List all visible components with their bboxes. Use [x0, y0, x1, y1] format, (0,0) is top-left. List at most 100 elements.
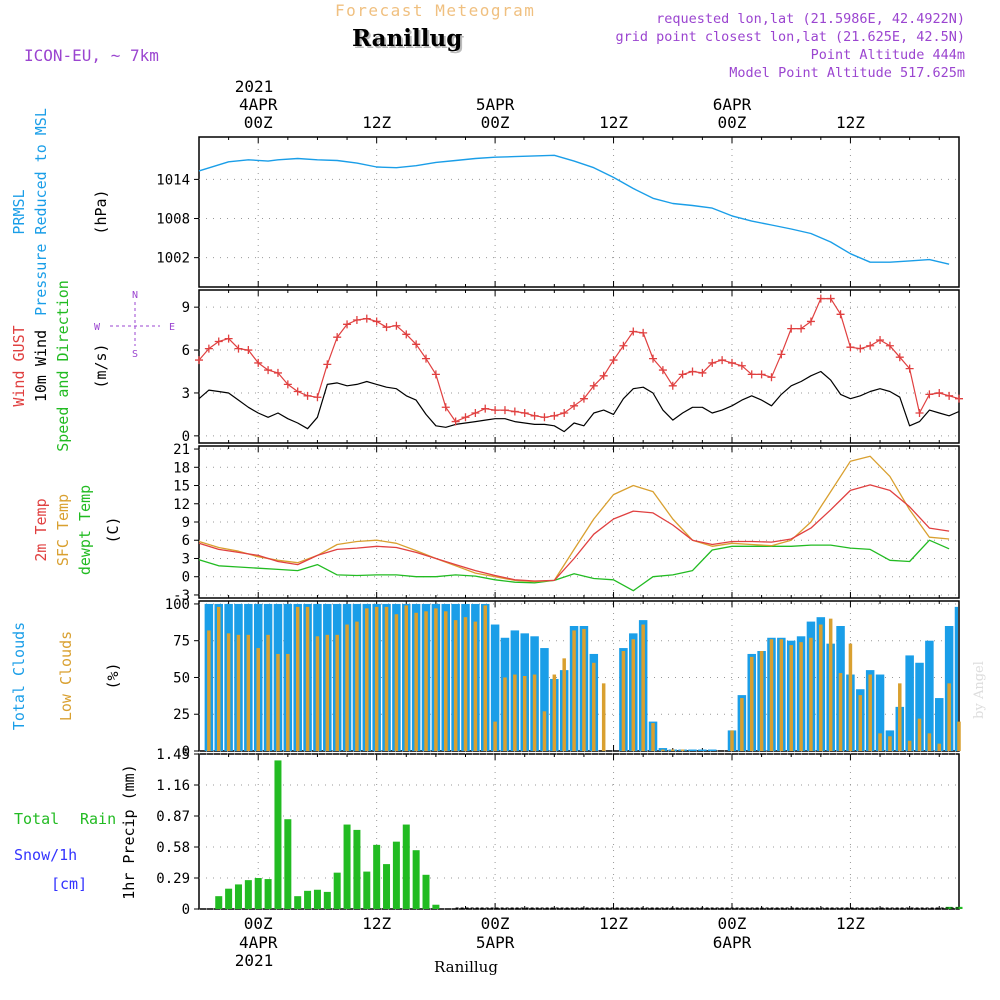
total-cloud-bar: [490, 624, 500, 751]
low-cloud-bar: [799, 642, 803, 751]
precip-panel-frame: [198, 753, 960, 910]
wind-gust-marker: [214, 337, 223, 346]
pressure-panel-frame: [198, 136, 960, 288]
low-cloud-bar: [888, 736, 892, 751]
wind-gust-marker: [935, 388, 944, 397]
wind-ytick-label: 0: [182, 429, 190, 445]
wind-gust-marker: [826, 294, 835, 303]
temp-ytick-label: 6: [182, 533, 190, 549]
low-cloud-bar: [374, 606, 379, 751]
low-cloud-bar: [305, 606, 310, 751]
wind-gust-marker: [698, 368, 707, 377]
top-date-label: 6APR: [713, 95, 752, 114]
low-cloud-bar: [266, 634, 270, 751]
low-cloud-bar: [345, 624, 349, 751]
wind-label-gust: Wind GUST: [10, 325, 28, 406]
low-cloud-bar: [572, 630, 576, 751]
bottom-date-label: 4APR: [239, 933, 278, 952]
wind-gust-marker: [333, 333, 342, 342]
wind-ytick-label: 9: [182, 300, 190, 316]
low-cloud-bar: [236, 634, 241, 751]
low-cloud-bar: [503, 677, 507, 751]
rain-bar: [363, 871, 371, 909]
low-cloud-bar: [513, 674, 517, 751]
rain-bar: [422, 874, 430, 909]
wind-gust-marker: [836, 310, 845, 319]
wind-gust-marker: [589, 381, 598, 390]
top-hour-label: 12Z: [599, 113, 628, 132]
wind-ytick-label: 3: [182, 386, 190, 402]
low-cloud-bar: [868, 674, 872, 751]
wind-gust-marker: [303, 391, 312, 400]
rain-bar: [313, 889, 321, 909]
wind-gust-marker: [323, 360, 332, 369]
requested-coords: requested lon,lat (21.5986E, 42.4922N): [656, 11, 965, 27]
top-hour-label: 00Z: [244, 113, 273, 132]
precip-ytick-label: 1.45: [156, 747, 190, 763]
temp-label-dewpt: dewpt Temp: [76, 485, 94, 575]
low-cloud-bar: [937, 743, 942, 751]
rain-bar: [284, 819, 292, 909]
bottom-year-label: 2021: [235, 951, 274, 970]
wind-label-10m: 10m Wind: [32, 330, 50, 402]
precip-ytick-label: 0.58: [156, 840, 190, 856]
wind-gust-marker: [382, 323, 391, 332]
location-title: Ranillug: [352, 25, 462, 52]
compass-w: W: [94, 322, 101, 333]
low-cloud-bar: [256, 648, 260, 751]
precip-label-rain: Rain: [80, 810, 116, 828]
wind-gust-marker: [224, 334, 233, 343]
wind-gust-marker: [727, 358, 736, 367]
wind-gust-marker: [372, 317, 381, 326]
low-cloud-bar: [947, 683, 951, 751]
wind-gust-marker: [777, 350, 786, 359]
clouds-ytick-label: 75: [173, 634, 190, 650]
low-cloud-bar: [493, 721, 497, 751]
low-cloud-bar: [473, 621, 478, 751]
low-cloud-bar: [661, 749, 665, 751]
rain-bar: [254, 878, 262, 909]
wind-gust-marker: [283, 380, 292, 389]
wind-gust-marker: [540, 413, 549, 422]
wind-gust-marker: [560, 408, 569, 417]
low-cloud-bar: [315, 636, 320, 751]
top-date-label: 5APR: [476, 95, 515, 114]
low-cloud-bar: [779, 639, 784, 751]
total-cloud-bar: [925, 640, 934, 751]
low-cloud-bar: [325, 634, 330, 751]
bottom-hour-label: 12Z: [362, 914, 391, 933]
top-year-label: 2021: [235, 77, 274, 96]
wind-gust-marker: [629, 327, 638, 336]
bottom-hour-label: 12Z: [836, 914, 865, 933]
credit-text: by Angel: [972, 661, 987, 719]
pressure-ytick-label: 1008: [156, 212, 190, 228]
low-cloud-bar: [730, 730, 734, 751]
wind-gust-marker: [520, 408, 529, 417]
wind-gust-marker: [688, 367, 697, 376]
temp-line-0: [198, 484, 950, 582]
wind-gust-marker: [264, 366, 273, 375]
low-cloud-bar: [907, 740, 912, 751]
wind-gust-marker: [856, 344, 865, 353]
rain-bar: [343, 824, 351, 909]
wind-unit: (m/s): [92, 343, 110, 388]
wind-gust-marker: [945, 391, 954, 400]
low-cloud-bar: [680, 749, 685, 751]
temp-ytick-label: 15: [173, 479, 190, 495]
low-cloud-bar: [631, 639, 636, 751]
low-cloud-bar: [453, 620, 458, 751]
wind-gust-marker: [451, 417, 460, 426]
low-cloud-bar: [335, 634, 339, 751]
precip-label-snow: Snow/1h: [14, 846, 77, 864]
wind-gust-marker: [392, 321, 401, 330]
rain-bar: [215, 896, 223, 909]
precip-unit: 1hr Precip (mm): [120, 764, 138, 899]
rain-bar: [373, 844, 381, 909]
temp-line-2: [198, 539, 950, 592]
wind-gust-marker: [846, 343, 855, 352]
bottom-hour-label: 00Z: [718, 914, 747, 933]
wind-gust-marker: [293, 387, 302, 396]
temp-label-2m: 2m Temp: [32, 498, 50, 561]
